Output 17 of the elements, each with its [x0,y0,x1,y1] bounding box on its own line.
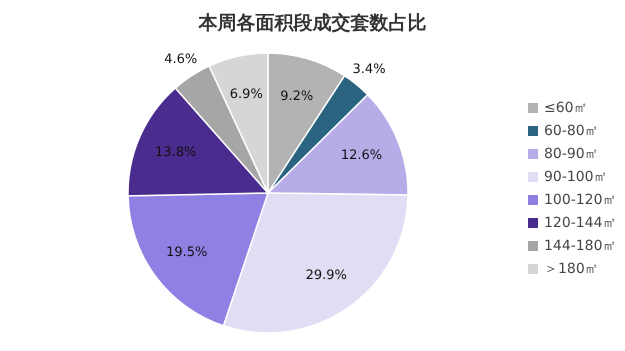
data-label: 13.8% [155,144,196,160]
data-label: 12.6% [340,148,382,163]
legend-label: 120-144㎡ [544,214,616,232]
legend-label: 100-120㎡ [544,190,616,208]
legend-label: 144-180㎡ [544,236,616,254]
chart-title: 本周各面积段成交套数占比 [197,11,428,36]
data-label: 9.2% [280,88,314,104]
data-label: 29.9% [306,268,347,283]
data-label: 3.4% [352,62,386,77]
data-label: 4.6% [164,52,198,67]
legend-label: ≤60㎡ [544,98,588,116]
data-label: 19.5% [166,245,208,260]
data-label: 6.9% [230,87,263,102]
legend-label: 80-90㎡ [544,144,599,162]
legend-label: 90-100㎡ [544,168,608,186]
legend-label: ＞180㎡ [544,260,599,278]
legend-label: 60-80㎡ [544,122,599,140]
